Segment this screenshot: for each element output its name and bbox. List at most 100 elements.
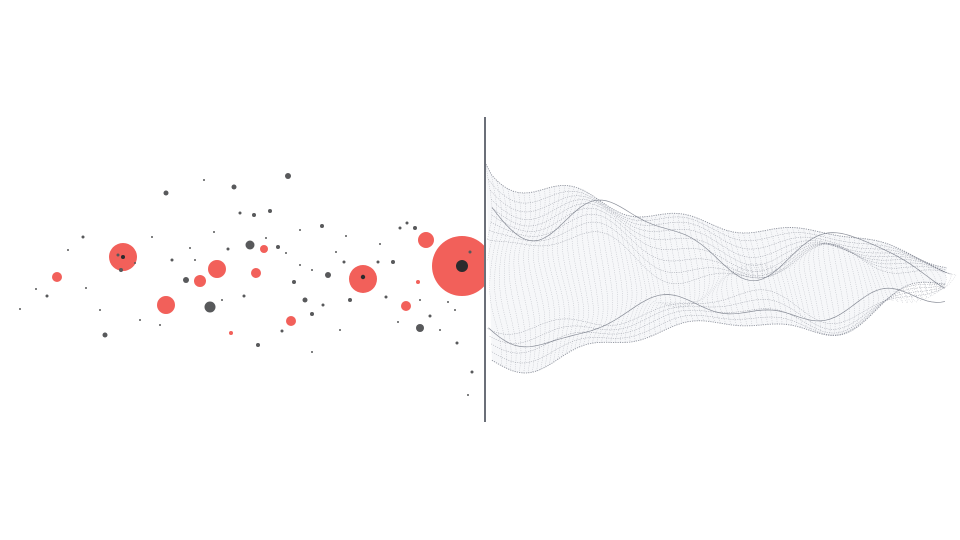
red-particle bbox=[194, 275, 206, 287]
mesh-column-line bbox=[876, 243, 889, 309]
mesh-column-line bbox=[595, 204, 609, 343]
mesh-column-line bbox=[890, 248, 903, 304]
dark-particle bbox=[398, 226, 402, 230]
mesh-column-line bbox=[489, 180, 502, 366]
dark-particle bbox=[391, 260, 395, 264]
mesh-column-line bbox=[938, 266, 952, 290]
dark-particle bbox=[265, 237, 267, 239]
mesh-column-line bbox=[716, 226, 730, 325]
mesh-column-line bbox=[914, 258, 928, 300]
dark-particle bbox=[19, 308, 21, 310]
mesh-column-line bbox=[726, 230, 739, 326]
dark-particle bbox=[245, 240, 255, 250]
mesh-column-line bbox=[547, 185, 560, 363]
mesh-column-line bbox=[542, 186, 556, 365]
dark-particle bbox=[35, 288, 37, 290]
mesh-column-line bbox=[663, 213, 676, 330]
dark-particle bbox=[252, 213, 256, 217]
dark-particle bbox=[276, 245, 280, 249]
mesh-column-line bbox=[711, 224, 725, 324]
dark-particle bbox=[226, 247, 230, 251]
mesh-column-line bbox=[682, 214, 696, 322]
mesh-column-line bbox=[721, 228, 734, 325]
dark-particle bbox=[321, 303, 325, 307]
dark-particle bbox=[339, 329, 341, 331]
mesh-column-line bbox=[798, 229, 812, 331]
dark-particle bbox=[325, 272, 331, 278]
mesh-column-line bbox=[648, 215, 662, 337]
mesh-column-line bbox=[866, 240, 879, 317]
dark-particle bbox=[116, 253, 120, 257]
mesh-column-line bbox=[837, 237, 850, 335]
dark-particle bbox=[419, 299, 421, 301]
dark-particle bbox=[242, 294, 246, 298]
red-particle bbox=[229, 331, 233, 335]
particle-core bbox=[360, 274, 366, 280]
dark-particle bbox=[221, 299, 223, 301]
dark-particle bbox=[320, 224, 324, 228]
dark-particle bbox=[231, 184, 237, 190]
mesh-row-line bbox=[489, 286, 945, 344]
dark-particle bbox=[285, 173, 291, 179]
mesh-column-line bbox=[629, 216, 643, 343]
mesh-column-line bbox=[856, 239, 870, 325]
dark-particle bbox=[335, 251, 337, 253]
mesh-column-line bbox=[504, 191, 517, 372]
mesh-column-line bbox=[532, 188, 546, 370]
mesh-column-line bbox=[619, 215, 633, 343]
mesh-column-line bbox=[929, 264, 942, 294]
mesh-column-line bbox=[808, 231, 821, 334]
red-particle bbox=[401, 301, 411, 311]
mesh-column-line bbox=[610, 211, 623, 343]
dark-particle bbox=[213, 231, 215, 233]
mesh-column-line bbox=[909, 256, 923, 302]
dark-particle bbox=[139, 319, 141, 321]
mesh-column-line bbox=[523, 191, 536, 373]
dark-particle bbox=[99, 309, 101, 311]
red-particle bbox=[286, 316, 296, 326]
mesh-column-line bbox=[881, 245, 894, 305]
dark-particle bbox=[439, 329, 441, 331]
wireframe-wave-mesh bbox=[486, 163, 957, 374]
dark-particle bbox=[45, 294, 49, 298]
mesh-column-line bbox=[557, 185, 570, 357]
mesh-column-line bbox=[528, 190, 541, 372]
mesh-fold-line bbox=[488, 287, 945, 348]
mesh-column-line bbox=[576, 192, 589, 348]
red-particle bbox=[208, 260, 226, 278]
mesh-column-line bbox=[813, 232, 826, 335]
dark-particle bbox=[310, 312, 314, 316]
dark-particle bbox=[204, 301, 216, 313]
dark-particle bbox=[311, 269, 313, 271]
dark-particle bbox=[134, 262, 136, 264]
mesh-column-line bbox=[687, 215, 701, 322]
mesh-row-line bbox=[491, 284, 945, 364]
dark-particle bbox=[447, 301, 449, 303]
mesh-column-line bbox=[668, 213, 681, 327]
red-particle bbox=[157, 296, 175, 314]
dark-particle bbox=[268, 209, 272, 213]
mesh-column-line bbox=[487, 174, 498, 262]
mesh-column-line bbox=[513, 192, 527, 374]
red-particle bbox=[418, 232, 434, 248]
dark-particle bbox=[397, 321, 399, 323]
dark-particle bbox=[470, 370, 474, 374]
mesh-column-line bbox=[818, 233, 831, 336]
mesh-column-line bbox=[847, 238, 860, 331]
mesh-column-line bbox=[755, 231, 768, 325]
dark-particle bbox=[376, 260, 380, 264]
mesh-column-line bbox=[706, 222, 720, 323]
mesh-column-line bbox=[615, 213, 628, 343]
mesh-column-line bbox=[566, 188, 580, 352]
dark-particle bbox=[292, 280, 296, 284]
dark-particle bbox=[285, 252, 287, 254]
dark-particle bbox=[405, 221, 409, 225]
dark-particle bbox=[416, 324, 424, 332]
mesh-row-line bbox=[487, 286, 946, 335]
dark-particle bbox=[81, 235, 85, 239]
mesh-column-line bbox=[731, 231, 744, 326]
mesh-column-line bbox=[499, 188, 512, 371]
mesh-row-line bbox=[491, 207, 947, 274]
mesh-column-line bbox=[885, 246, 899, 303]
